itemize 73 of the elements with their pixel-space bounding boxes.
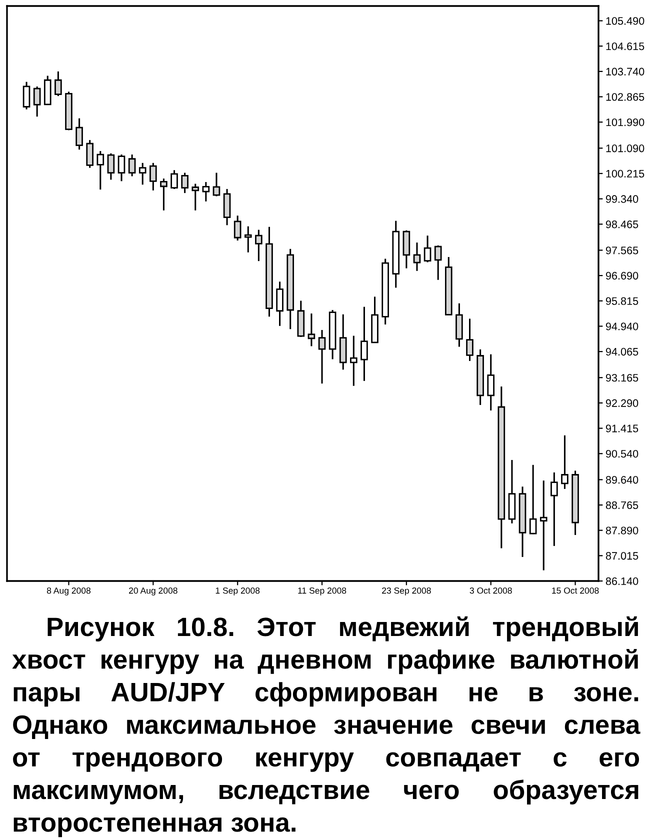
text: Рисунок 10.8. Этот медвежий трендовый	[48, 616, 638, 642]
y-tick-label: 104.615	[606, 42, 644, 50]
text: хвост кенгуру на дневном графике валютной	[12, 648, 638, 674]
x-tick-label: 8 Aug 2008	[46, 587, 90, 596]
candlestick	[424, 234, 432, 263]
candlestick	[22, 81, 30, 110]
candlestick	[202, 181, 210, 202]
candlestick	[308, 312, 316, 347]
text: максимумом, вследствие чего образуется	[14, 780, 638, 804]
candlestick	[128, 154, 136, 178]
y-tick-label: 100.215	[606, 170, 644, 178]
candlestick	[360, 306, 368, 382]
candlestick	[466, 318, 474, 362]
candlestick	[96, 150, 104, 190]
y-tick-label: 101.090	[606, 144, 644, 152]
candlestick	[107, 152, 115, 180]
x-tick-label: 20 Aug 2008	[129, 587, 178, 596]
y-tick-label: 96.690	[606, 272, 638, 280]
candlestick	[318, 329, 326, 384]
y-tick-label: 99.340	[606, 195, 638, 203]
candlestick	[540, 480, 548, 572]
y-tick-label: 86.140	[606, 577, 638, 586]
candlestick	[192, 183, 200, 212]
text: Однако максимальное значение свечи слева	[13, 715, 640, 740]
y-tick-label: 89.640	[606, 476, 638, 484]
y-tick-label: 97.565	[606, 246, 638, 254]
y-tick-label: 92.290	[606, 399, 638, 407]
candlestick	[170, 169, 178, 190]
x-tick-label: 15 Oct 2008	[552, 587, 599, 594]
candlestick	[54, 70, 62, 97]
candlestick	[234, 214, 242, 242]
y-tick-label: 91.415	[606, 424, 638, 432]
candlestick	[138, 162, 146, 186]
text: от трендового кенгуру совпадает с его	[13, 752, 640, 772]
candlestick	[160, 178, 168, 212]
candlestick	[561, 434, 568, 490]
candlestick	[255, 229, 262, 262]
candlestick	[181, 172, 188, 194]
candlestick	[550, 472, 558, 547]
candlestick	[223, 188, 231, 226]
y-tick-label: 88.765	[606, 501, 638, 510]
candlestick	[402, 230, 410, 270]
text: второстепенная зона.	[14, 817, 296, 838]
candlestick	[276, 280, 284, 327]
x-tick-label: 1 Sep 2008	[216, 587, 260, 596]
y-tick-label: 90.540	[606, 450, 638, 458]
y-tick-label: 102.865	[606, 93, 644, 101]
y-tick-label: 94.940	[606, 322, 638, 330]
candlestick	[118, 154, 126, 182]
candlestick	[529, 464, 537, 535]
candlestick	[487, 354, 495, 412]
candlestick	[212, 172, 220, 197]
y-tick-label: 103.740	[606, 68, 644, 76]
x-tick-label: 23 Sep 2008	[382, 587, 431, 596]
candlestick	[86, 139, 94, 169]
text: пары AUD/JPY сформирован не в зоне.	[14, 682, 638, 707]
candlestick	[413, 242, 421, 272]
candlestick	[33, 86, 41, 118]
y-tick-label: 101.990	[606, 118, 644, 126]
y-tick-label: 98.465	[606, 220, 638, 228]
y-tick-label: 87.890	[606, 526, 638, 534]
y-tick-label: 87.015	[606, 552, 638, 560]
candlestick	[150, 162, 157, 192]
candlestick	[434, 244, 442, 281]
candlestick	[76, 118, 83, 150]
y-tick-label: 94.065	[606, 348, 638, 356]
candlestick	[244, 226, 252, 254]
y-tick-label: 105.490	[606, 17, 644, 25]
y-tick-label: 95.815	[606, 297, 638, 305]
x-tick-label: 3 Oct 2008	[470, 587, 512, 594]
candlestick	[350, 335, 358, 387]
x-tick-label: 11 Sep 2008	[298, 587, 346, 596]
y-tick-label: 93.165	[606, 374, 638, 382]
